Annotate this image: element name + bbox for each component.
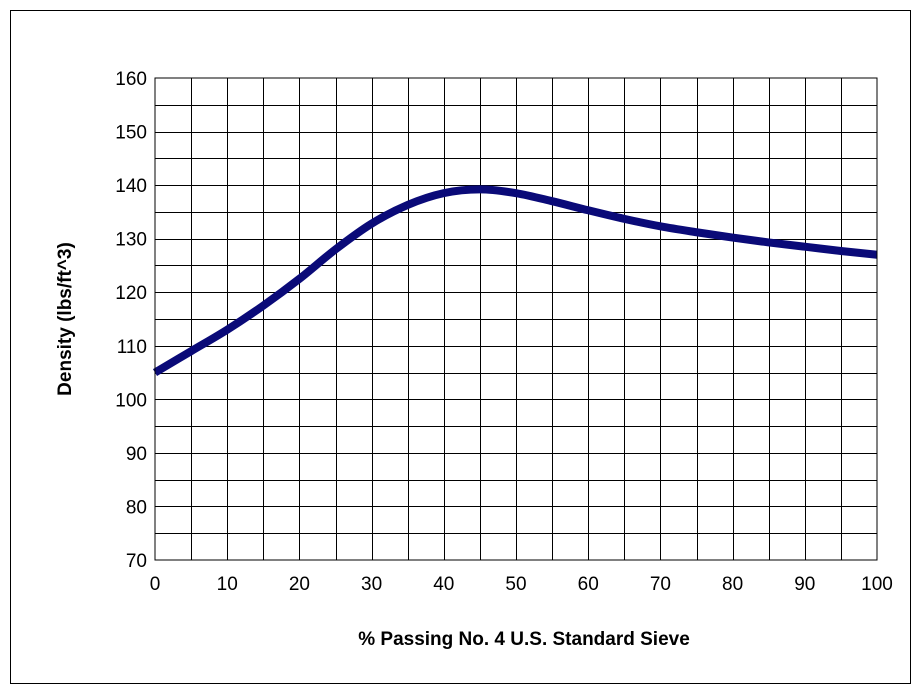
x-tick-label: 70: [650, 574, 671, 595]
x-tick-label: 30: [361, 574, 382, 595]
y-tick-label: 70: [126, 551, 147, 572]
y-tick-label: 160: [115, 69, 147, 90]
y-tick-label: 130: [115, 230, 147, 251]
y-tick-label: 80: [126, 497, 147, 518]
x-tick-label: 10: [217, 574, 238, 595]
y-tick-label: 90: [126, 444, 147, 465]
y-tick-label: 110: [117, 337, 147, 358]
x-tick-label: 40: [433, 574, 454, 595]
x-tick-label: 20: [289, 574, 310, 595]
y-tick-label: 100: [115, 390, 147, 411]
y-axis-label: Density (lbs/ft^3): [55, 242, 76, 396]
x-tick-label: 100: [861, 574, 893, 595]
y-tick-label: 140: [115, 176, 147, 197]
x-tick-label: 90: [794, 574, 815, 595]
y-tick-label: 150: [115, 123, 147, 144]
x-tick-labels: 0 10 20 30 40 50 60 70 80 90 100: [150, 574, 893, 595]
density-curve: [152, 185, 878, 377]
x-tick-label: 60: [578, 574, 599, 595]
x-tick-label: 50: [505, 574, 526, 595]
x-tick-label: 0: [150, 574, 161, 595]
plot-border: [154, 77, 878, 561]
grid-lines: [155, 78, 877, 560]
x-axis-label: % Passing No. 4 U.S. Standard Sieve: [358, 629, 690, 650]
x-tick-label: 80: [722, 574, 743, 595]
series-layer: [152, 185, 878, 377]
y-tick-label: 120: [115, 283, 147, 304]
y-tick-labels: 70 80 90 100 110 120 130 140 150 160: [115, 69, 147, 572]
